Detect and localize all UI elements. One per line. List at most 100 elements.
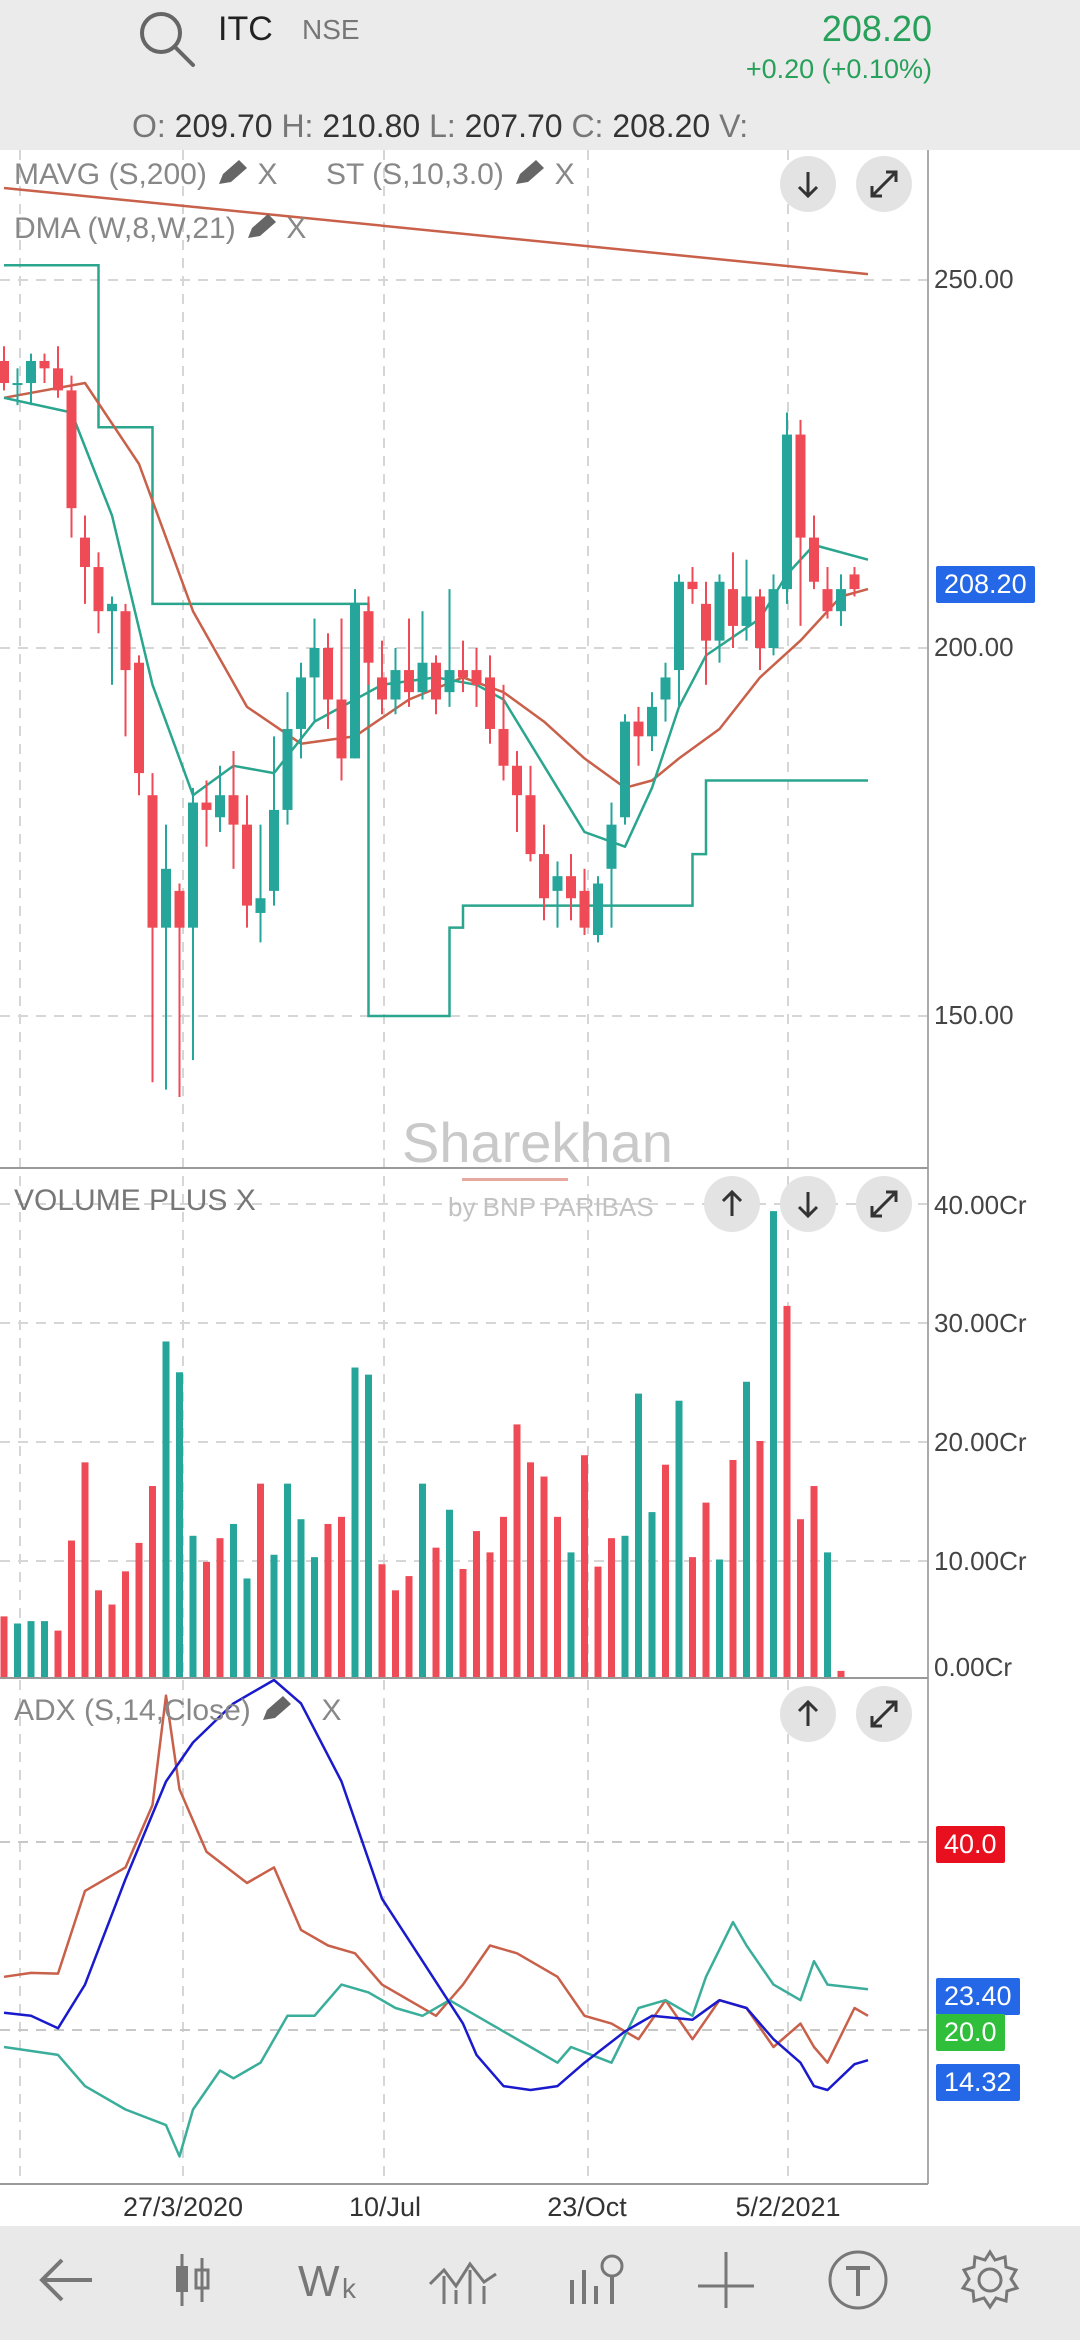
volume-bar: [783, 1305, 791, 1678]
candle-body: [390, 670, 401, 700]
gear-icon[interactable]: [950, 2240, 1030, 2320]
pencil-icon[interactable]: [512, 158, 546, 188]
volume-bar: [527, 1462, 534, 1678]
candle-body: [512, 765, 522, 796]
pencil-icon[interactable]: [259, 1694, 293, 1724]
volume-bar: [567, 1552, 575, 1678]
mavg-remove-button[interactable]: X: [257, 158, 278, 191]
adx-remove-button[interactable]: X: [321, 1694, 342, 1727]
volume-bar: [459, 1568, 467, 1678]
dma-remove-button[interactable]: X: [286, 212, 307, 245]
volume-bar: [14, 1623, 21, 1678]
candle-body: [269, 809, 279, 891]
search-icon[interactable]: [136, 8, 198, 70]
candle-body: [107, 603, 117, 612]
candle-body: [687, 581, 698, 590]
volume-expand-button[interactable]: [856, 1176, 912, 1232]
volume-bar: [27, 1621, 35, 1678]
svg-text:k: k: [342, 2273, 357, 2304]
open-label: O:: [132, 108, 166, 144]
volume-bar: [446, 1509, 453, 1678]
candle-body: [215, 795, 225, 818]
volume-bar: [311, 1557, 318, 1678]
tools-icon[interactable]: [556, 2240, 636, 2320]
volume-bar: [662, 1464, 669, 1678]
candle-body: [579, 890, 590, 928]
volume-tick-label: 10.00Cr: [934, 1546, 1027, 1576]
price-change: +0.20 (+0.10%): [745, 54, 932, 84]
low-label: L:: [429, 108, 456, 144]
candle-body: [768, 589, 779, 648]
chart-area[interactable]: [0, 0, 1080, 2226]
date-tick-label: 10/Jul: [348, 2192, 422, 2222]
candle-body: [417, 662, 428, 693]
candle-body: [714, 581, 725, 641]
candle-body: [647, 706, 657, 737]
volume-bar: [500, 1516, 507, 1678]
candle-body: [458, 670, 468, 678]
move-down-button[interactable]: [780, 156, 836, 212]
volume-bar: [135, 1542, 143, 1678]
volume-bar: [405, 1576, 413, 1678]
volume-bar: [392, 1590, 399, 1678]
volume-move-down-button[interactable]: [780, 1176, 836, 1232]
pencil-icon[interactable]: [244, 212, 278, 242]
candle-body: [552, 876, 563, 891]
candle-body: [431, 662, 441, 700]
candle-body: [363, 611, 374, 663]
volume-bar: [0, 1616, 8, 1678]
volume-tick-label: 0.00Cr: [934, 1652, 1013, 1682]
dma-slow-line: [3, 381, 869, 790]
volume-bar: [365, 1374, 372, 1678]
volume-bar: [513, 1424, 521, 1678]
candle-body: [660, 677, 671, 700]
volume-bar: [216, 1538, 224, 1678]
candle-body: [323, 648, 333, 700]
candle-body: [498, 728, 509, 766]
adx-move-up-button[interactable]: [780, 1686, 836, 1742]
adx-line: [3, 1678, 869, 2092]
st-remove-button[interactable]: X: [554, 158, 575, 191]
crosshair-icon[interactable]: [686, 2240, 766, 2320]
candle-body: [593, 883, 603, 936]
expand-price-button[interactable]: [856, 156, 912, 212]
candle-body: [228, 795, 239, 825]
symbol-name[interactable]: ITC: [218, 10, 273, 48]
mavg-name: MAVG (S,200): [14, 158, 207, 191]
candle-body: [701, 603, 711, 641]
candle-body: [336, 699, 347, 759]
trade-icon[interactable]: [818, 2240, 898, 2320]
volume-move-up-button[interactable]: [704, 1176, 760, 1232]
volume-bar: [68, 1540, 75, 1678]
candle-body: [120, 611, 131, 671]
candlestick-icon[interactable]: [152, 2240, 232, 2320]
candle-body: [201, 802, 212, 810]
pencil-icon[interactable]: [215, 158, 249, 188]
volume-bar: [581, 1455, 588, 1678]
candle-body: [728, 589, 738, 626]
date-tick-label: 5/2/2021: [735, 2192, 841, 2222]
volume-bar: [324, 1523, 332, 1678]
volume-bar: [270, 1554, 278, 1678]
candle-body: [309, 648, 320, 678]
expand-icon: [870, 170, 898, 198]
candle-body: [633, 721, 644, 737]
volume-bar: [41, 1621, 48, 1678]
candle-body: [296, 677, 306, 729]
candle-body: [606, 824, 617, 869]
volume-bar: [203, 1561, 210, 1678]
volume-bar: [837, 1670, 845, 1678]
low-value: 207.70: [464, 108, 563, 144]
adx-expand-button[interactable]: [856, 1686, 912, 1742]
last-price: 208.20: [821, 8, 932, 49]
indicator-icon[interactable]: [422, 2240, 502, 2320]
mavg-indicator-label: MAVG (S,200) X: [14, 158, 278, 192]
candle-body: [620, 721, 630, 818]
volume-bar: [756, 1441, 764, 1678]
volume-tick-label: 40.00Cr: [934, 1190, 1027, 1220]
back-arrow-icon[interactable]: [26, 2240, 106, 2320]
volume-bar: [54, 1630, 62, 1678]
volume-bar: [716, 1559, 723, 1678]
price-panel: [0, 186, 869, 1097]
